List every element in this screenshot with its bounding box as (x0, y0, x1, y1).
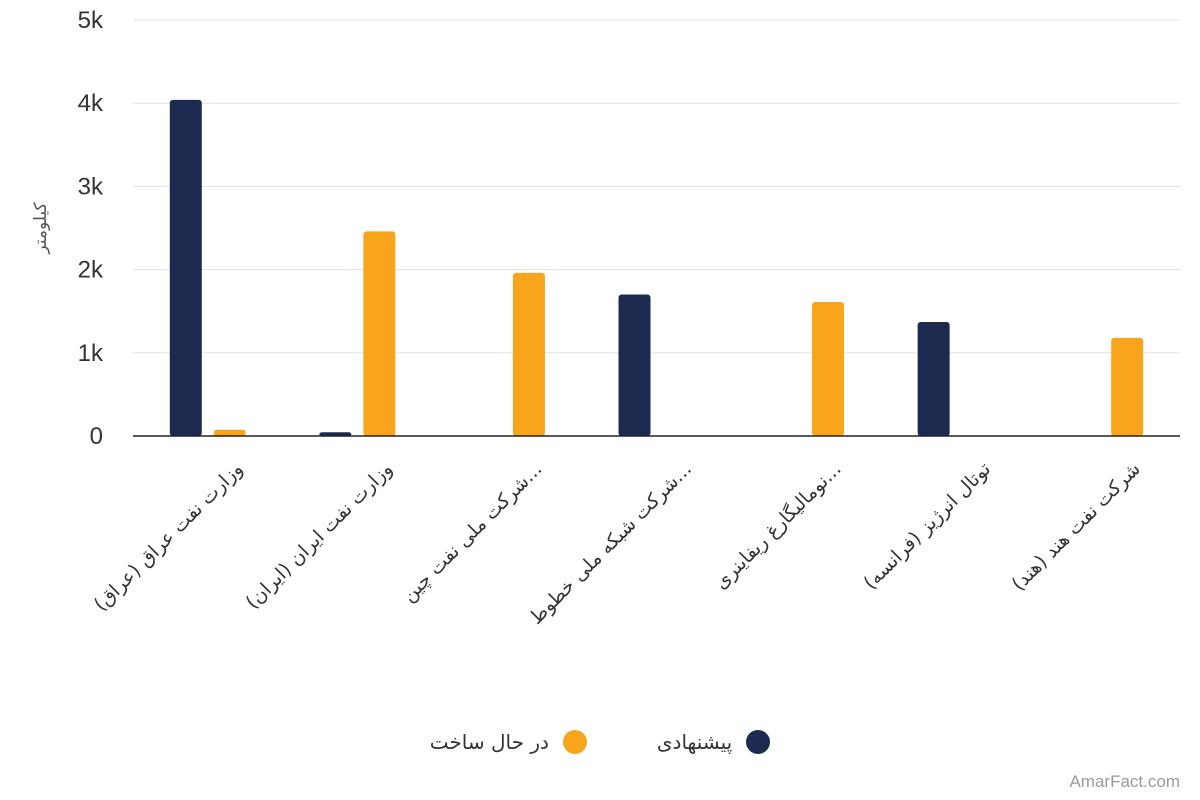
y-tick-label: 3k (78, 173, 104, 200)
y-tick-label: 2k (78, 257, 104, 284)
y-tick-label: 5k (78, 7, 104, 34)
bar-proposed (618, 294, 651, 436)
x-tick-label: شرکت شبکه ملی خطوط... (525, 458, 696, 629)
x-tick-label: وزارت نفت ایران (ایران) (241, 458, 396, 613)
legend-item-under-construction[interactable]: در حال ساخت (430, 722, 587, 762)
bar-under-construction (213, 429, 246, 436)
x-axis-ticks: وزارت نفت عراق (عراق)وزارت نفت ایران (ای… (90, 457, 1145, 629)
legend-label-under-construction: در حال ساخت (429, 730, 549, 754)
bar-under-construction (812, 302, 845, 436)
y-axis-label: کیلومتر (31, 201, 51, 254)
x-tick-label: شرکت نفت هند (هند) (1008, 458, 1145, 595)
bar-under-construction (1111, 337, 1144, 436)
y-tick-label: 0 (90, 423, 103, 450)
x-tick-label: توتال انرژیز (فرانسه) (859, 458, 995, 594)
bar-under-construction (512, 272, 545, 436)
bar-proposed (319, 432, 352, 436)
legend: پیشنهادی در حال ساخت (0, 722, 1200, 762)
x-tick-label: وزارت نفت عراق (عراق) (90, 458, 248, 616)
x-tick-label: نومالیگارغ ریفاینری... (709, 457, 845, 593)
bar-under-construction (363, 231, 396, 436)
y-tick-label: 1k (78, 340, 104, 367)
bar-proposed (917, 322, 950, 436)
bar-proposed (169, 99, 202, 436)
legend-marker-under-construction (562, 730, 587, 754)
legend-marker-proposed (746, 730, 771, 754)
y-tick-label: 4k (78, 90, 104, 117)
x-tick-label: شرکت ملی نفت چین... (398, 458, 547, 607)
legend-label-proposed: پیشنهادی (656, 730, 733, 754)
legend-item-proposed[interactable]: پیشنهادی (656, 722, 771, 762)
gridlines (133, 19, 1180, 354)
y-axis-ticks: 0 1k 2k 3k 4k 5k (78, 7, 104, 450)
watermark: AmarFact.com (1069, 772, 1180, 791)
bars (169, 99, 1144, 436)
